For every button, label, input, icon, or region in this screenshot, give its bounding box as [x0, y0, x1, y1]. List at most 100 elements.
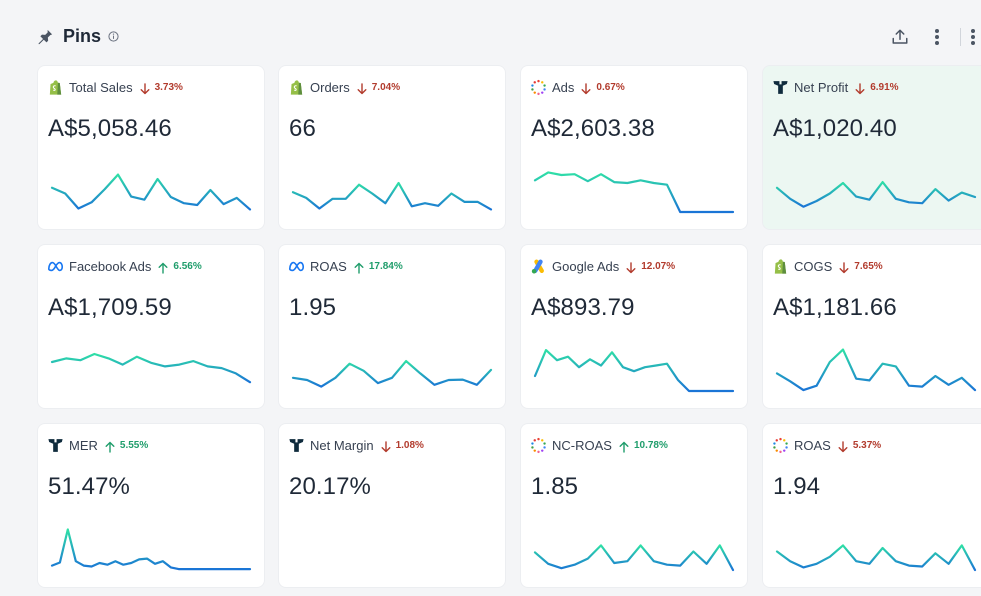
info-icon[interactable]	[108, 31, 119, 42]
header-divider	[960, 28, 961, 46]
metric-card[interactable]: Google Ads 12.07% A$893.79	[521, 245, 747, 408]
sparkline-path	[50, 173, 252, 211]
sparkline-chart	[775, 348, 977, 392]
metric-card[interactable]: Facebook Ads 6.56% A$1,709.59	[38, 245, 264, 408]
sparkline-chart	[533, 349, 735, 393]
metric-label: NC-ROAS	[552, 437, 612, 453]
trend-down-arrow-icon	[357, 82, 367, 94]
shopify-icon	[288, 79, 305, 96]
metric-label: Net Profit	[794, 79, 849, 95]
more-options-button[interactable]	[924, 24, 950, 50]
triple-whale-icon	[530, 79, 547, 96]
metric-change-percent: 3.73%	[154, 81, 183, 93]
sparkline-path	[775, 348, 977, 392]
sparkline-chart	[775, 181, 977, 208]
share-button[interactable]	[887, 24, 913, 50]
sparkline-chart	[533, 171, 735, 214]
trend-down-arrow-icon	[381, 440, 391, 452]
sparkline-chart	[533, 544, 735, 572]
metric-change-percent: 6.56%	[173, 260, 202, 272]
metric-change-percent: 10.78%	[633, 439, 668, 451]
metric-label: COGS	[794, 258, 833, 274]
trident-icon	[288, 437, 305, 454]
metric-value: A$1,181.66	[773, 294, 897, 321]
trend-down-arrow-icon	[839, 261, 849, 273]
shopify-icon	[47, 79, 64, 96]
trend-up-arrow-icon	[619, 440, 629, 453]
metric-card-header: COGS 7.65%	[772, 257, 883, 275]
metric-label: Ads	[552, 79, 575, 95]
trend-up-arrow-icon	[354, 261, 364, 274]
trend-down-arrow-icon	[581, 82, 591, 94]
meta-icon	[288, 258, 305, 275]
upload-icon	[892, 29, 908, 44]
metric-card-header: NC-ROAS 10.78%	[530, 436, 668, 454]
sparkline-path	[50, 528, 252, 571]
metric-change-percent: 5.37%	[852, 439, 882, 451]
sparkline-path	[533, 544, 735, 572]
metric-label: MER	[69, 437, 98, 453]
metric-label: ROAS	[310, 258, 347, 274]
metric-card-header: ROAS 5.37%	[772, 436, 881, 454]
metric-change-percent: 12.07%	[641, 260, 676, 272]
metric-label: Google Ads	[552, 258, 620, 274]
metric-card-header: Facebook Ads 6.56%	[47, 257, 202, 275]
metric-value: A$1,709.59	[48, 294, 172, 321]
metric-value: A$893.79	[531, 294, 635, 321]
trend-up-arrow-icon	[158, 261, 168, 274]
metric-change-percent: 0.67%	[596, 81, 625, 93]
metric-card[interactable]: NC-ROAS 10.78% 1.85	[521, 424, 747, 587]
metric-card-header: ROAS 17.84%	[288, 257, 403, 275]
sparkline-chart	[50, 173, 252, 211]
metric-change-percent: 6.91%	[870, 81, 899, 93]
metric-change-percent: 7.04%	[371, 81, 401, 93]
meta-icon	[47, 258, 64, 275]
pin-icon	[38, 29, 53, 45]
metric-card[interactable]: MER 5.55% 51.47%	[38, 424, 264, 587]
metric-card[interactable]: Net Profit 6.91% A$1,020.40	[763, 66, 981, 229]
metric-value: A$2,603.38	[531, 115, 655, 142]
metric-card-header: Google Ads 12.07%	[530, 257, 675, 275]
metric-card[interactable]: Orders 7.04% 66	[279, 66, 505, 229]
metric-value: A$1,020.40	[773, 115, 897, 142]
metric-value: 1.94	[773, 473, 821, 500]
metric-value: 1.95	[289, 294, 337, 321]
metric-label: Facebook Ads	[69, 258, 152, 274]
metric-change-percent: 5.55%	[119, 439, 149, 451]
kebab-menu-icon	[970, 29, 975, 45]
metric-value: 20.17%	[289, 473, 371, 500]
trend-down-arrow-icon	[626, 261, 636, 273]
trend-down-arrow-icon	[140, 82, 150, 94]
metric-card[interactable]: ROAS 5.37% 1.94	[763, 424, 981, 587]
metric-change-percent: 17.84%	[368, 260, 403, 272]
trident-icon	[47, 437, 64, 454]
metric-label: Total Sales	[69, 79, 133, 95]
metric-card[interactable]: ROAS 17.84% 1.95	[279, 245, 505, 408]
metric-card[interactable]: Ads 0.67% A$2,603.38	[521, 66, 747, 229]
metric-value: A$5,058.46	[48, 115, 172, 142]
sparkline-path	[533, 349, 735, 393]
sparkline-path	[291, 181, 493, 211]
metric-card[interactable]: Net Margin 1.08% 20.17%	[279, 424, 505, 587]
metric-label: ROAS	[794, 437, 831, 453]
sparkline-chart	[775, 544, 977, 572]
page-title: Pins	[63, 26, 102, 46]
sparkline-chart	[50, 528, 252, 571]
google-ads-icon	[530, 258, 547, 275]
metric-card-header: Ads 0.67%	[530, 78, 625, 96]
trend-up-arrow-icon	[105, 440, 115, 453]
sparkline-path	[533, 171, 735, 214]
sparkline-path	[775, 544, 977, 572]
metric-label: Net Margin	[310, 437, 374, 453]
shopify-icon	[772, 258, 789, 275]
trend-down-arrow-icon	[838, 440, 848, 452]
kebab-menu-icon	[935, 29, 939, 45]
metric-card-header: Net Margin 1.08%	[288, 436, 424, 454]
metric-card-header: Orders 7.04%	[288, 78, 400, 96]
metric-value: 66	[289, 115, 316, 142]
metric-card[interactable]: Total Sales 3.73% A$5,058.46	[38, 66, 264, 229]
pins-header: Pins	[0, 0, 981, 66]
sparkline-chart	[291, 181, 493, 211]
metric-card[interactable]: COGS 7.65% A$1,181.66	[763, 245, 981, 408]
panel-menu-button[interactable]	[964, 24, 981, 50]
